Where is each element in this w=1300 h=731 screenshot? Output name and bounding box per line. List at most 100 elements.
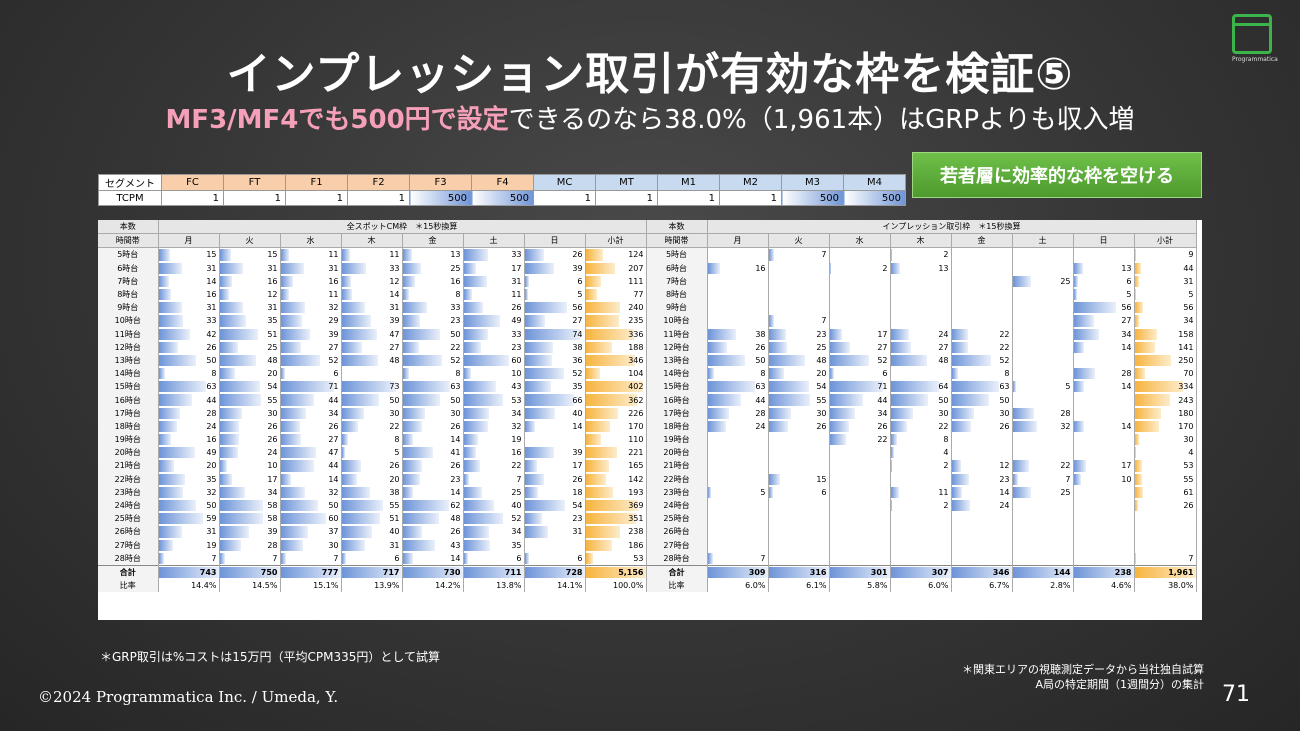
value-cell: 6 xyxy=(829,367,891,381)
value-cell: 48 xyxy=(219,353,281,368)
value-text: 22 xyxy=(389,421,400,431)
value-bar xyxy=(280,288,289,301)
value-bar xyxy=(1073,315,1094,327)
value-cell xyxy=(1134,512,1197,526)
value-bar xyxy=(402,447,434,459)
value-text: 28 xyxy=(1060,408,1071,418)
value-text: 25 xyxy=(511,487,522,497)
value-text: 26 xyxy=(877,421,888,431)
value-text: 17 xyxy=(511,263,522,273)
time-label: 16時台 xyxy=(98,393,159,407)
value-text: 11 xyxy=(511,290,522,300)
value-bar xyxy=(829,381,883,393)
value-text: 34 xyxy=(1183,316,1194,326)
value-bar xyxy=(1134,486,1144,498)
value-cell xyxy=(829,301,891,315)
value-text: 16 xyxy=(328,276,339,286)
value-bar xyxy=(585,249,604,261)
value-bar xyxy=(829,368,834,380)
value-bar xyxy=(890,354,927,367)
value-cell: 59 xyxy=(158,512,220,526)
value-cell: 48 xyxy=(402,512,464,526)
value-bar xyxy=(463,460,480,472)
total-cell: 5.8% xyxy=(829,579,891,593)
value-text: 10 xyxy=(1121,474,1132,484)
value-text: 402 xyxy=(628,382,644,392)
value-bar xyxy=(341,526,372,538)
value-bar xyxy=(585,552,594,564)
value-bar xyxy=(219,368,235,380)
value-cell: 52 xyxy=(829,353,891,368)
value-cell: 22 xyxy=(402,340,464,354)
value-text: 51 xyxy=(389,514,400,524)
time-label: 25時台 xyxy=(646,512,708,526)
value-cell: 43 xyxy=(463,380,525,394)
value-cell: 7 xyxy=(1012,472,1074,486)
time-label: 25時台 xyxy=(98,512,159,526)
value-text: 24 xyxy=(755,421,766,431)
value-bar xyxy=(768,381,809,393)
value-text: 37 xyxy=(328,527,339,537)
value-cell: 33 xyxy=(158,314,220,328)
value-text: 240 xyxy=(628,303,644,313)
value-cell: 141 xyxy=(1134,340,1197,354)
value-bar xyxy=(585,473,606,485)
value-text: 22 xyxy=(877,435,888,445)
value-text: 61 xyxy=(1183,487,1194,497)
value-bar xyxy=(890,341,911,353)
time-label: 24時台 xyxy=(646,498,708,513)
value-bar xyxy=(280,526,309,538)
value-bar xyxy=(219,381,260,393)
value-cell: 39 xyxy=(219,525,281,539)
value-cell: 7 xyxy=(1134,551,1197,566)
value-bar xyxy=(768,473,780,485)
value-cell: 63 xyxy=(951,380,1013,394)
value-text: 16 xyxy=(206,290,217,300)
value-bar xyxy=(402,513,439,525)
total-cell: 750 xyxy=(219,564,281,580)
value-text: 44 xyxy=(1183,263,1194,273)
total-bar xyxy=(707,566,767,579)
value-bar xyxy=(585,262,616,274)
value-cell: 77 xyxy=(585,287,647,302)
total-text: 14.5% xyxy=(252,581,278,591)
value-bar xyxy=(1134,368,1145,380)
value-bar xyxy=(1012,460,1029,472)
total-cell: 144 xyxy=(1012,564,1074,580)
value-text: 238 xyxy=(628,527,644,537)
value-bar xyxy=(890,486,899,498)
value-text: 30 xyxy=(816,408,827,418)
value-cell: 27 xyxy=(890,340,952,354)
value-cell: 22 xyxy=(890,419,952,433)
value-bar xyxy=(707,552,713,564)
value-cell: 53 xyxy=(1134,459,1197,473)
value-cell: 39 xyxy=(524,261,586,275)
value-cell: 7 xyxy=(219,551,281,566)
value-cell: 5 xyxy=(524,287,586,302)
value-bar xyxy=(463,275,487,287)
value-text: 188 xyxy=(628,342,644,352)
segment-m2: M2 xyxy=(719,174,782,191)
total-cell: 14.5% xyxy=(219,579,281,593)
value-text: 334 xyxy=(1178,382,1194,392)
tcpm-f2: 1 xyxy=(347,190,410,206)
total-text: 750 xyxy=(260,567,278,577)
value-text: 7 xyxy=(516,474,522,484)
value-bar xyxy=(829,341,850,353)
value-cell: 33 xyxy=(463,247,525,262)
value-bar xyxy=(341,341,362,353)
value-bar xyxy=(341,354,378,367)
total-bar xyxy=(890,566,950,579)
total-bar xyxy=(1073,566,1133,579)
value-bar xyxy=(768,368,784,380)
value-text: 226 xyxy=(628,408,644,418)
value-cell: 2 xyxy=(890,498,952,513)
value-text: 34 xyxy=(328,408,339,418)
value-text: 27 xyxy=(572,316,583,326)
value-bar xyxy=(829,354,869,367)
value-cell: 31 xyxy=(158,301,220,315)
value-bar xyxy=(585,407,618,419)
value-text: 22 xyxy=(450,342,461,352)
value-text: 25 xyxy=(267,342,278,352)
value-text: 7 xyxy=(333,553,339,563)
